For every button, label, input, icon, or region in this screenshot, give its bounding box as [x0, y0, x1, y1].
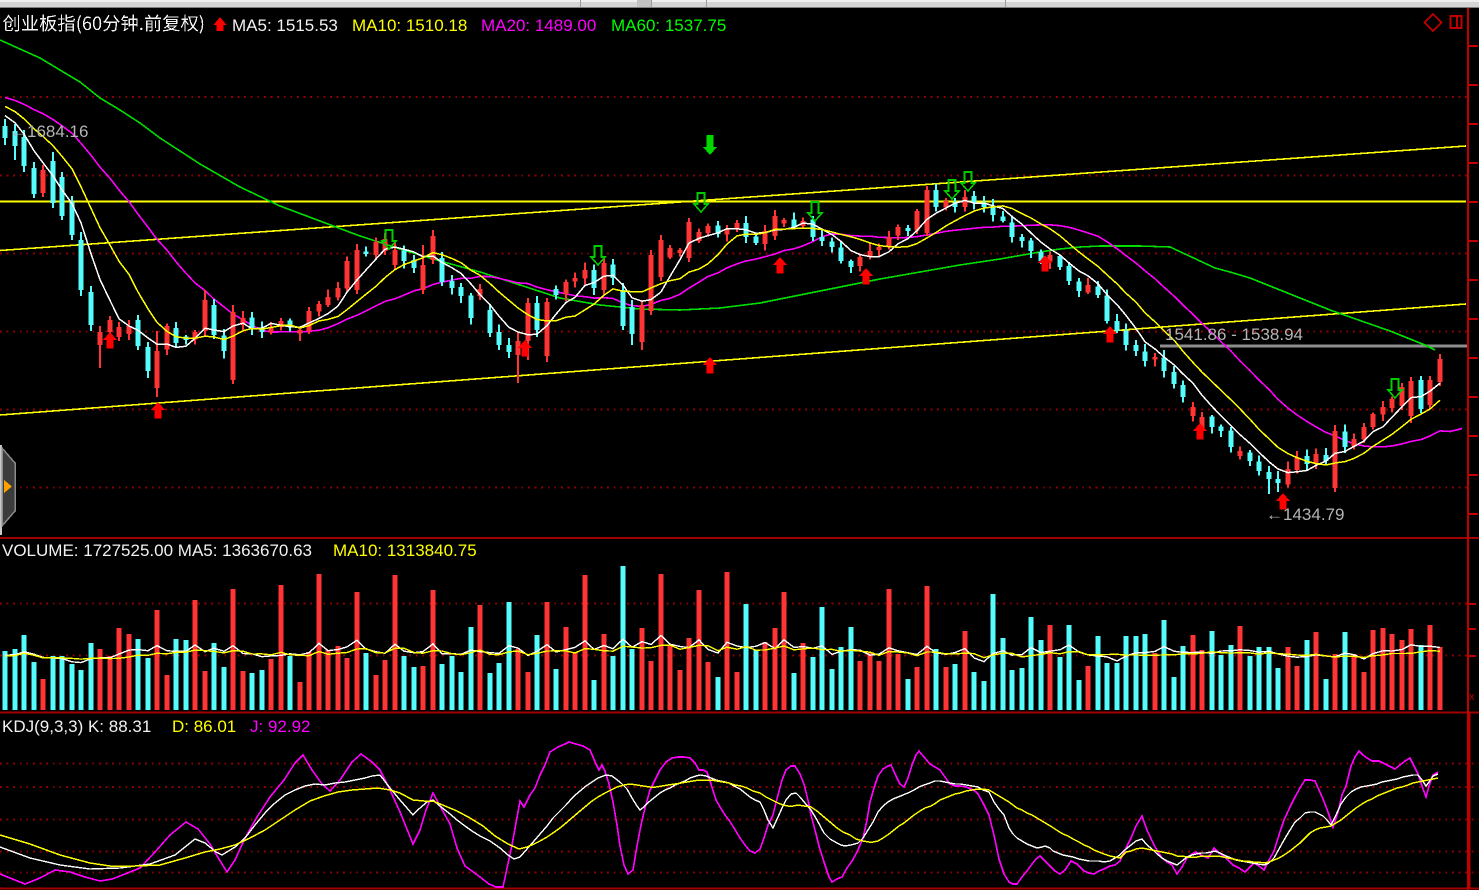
svg-text:MA10: 1313840.75: MA10: 1313840.75 — [333, 541, 477, 560]
svg-text:VOLUME: 1727525.00 MA5: 136367: VOLUME: 1727525.00 MA5: 1363670.63 — [2, 541, 312, 560]
svg-text:1541.86 - 1538.94: 1541.86 - 1538.94 — [1165, 325, 1303, 344]
svg-text:J: 92.92: J: 92.92 — [250, 717, 311, 736]
svg-text:←1434.79: ←1434.79 — [1266, 505, 1344, 524]
svg-text:MA10: 1510.18: MA10: 1510.18 — [352, 16, 467, 35]
svg-text:MA60: 1537.75: MA60: 1537.75 — [611, 16, 726, 35]
svg-text:MA5: 1515.53: MA5: 1515.53 — [232, 16, 338, 35]
svg-text:x: x — [1469, 691, 1475, 703]
svg-text:←1684.16: ←1684.16 — [10, 122, 88, 141]
svg-text:KDJ(9,3,3) K: 88.31: KDJ(9,3,3) K: 88.31 — [2, 717, 151, 736]
svg-text:MA20: 1489.00: MA20: 1489.00 — [481, 16, 596, 35]
svg-text:D: 86.01: D: 86.01 — [172, 717, 236, 736]
